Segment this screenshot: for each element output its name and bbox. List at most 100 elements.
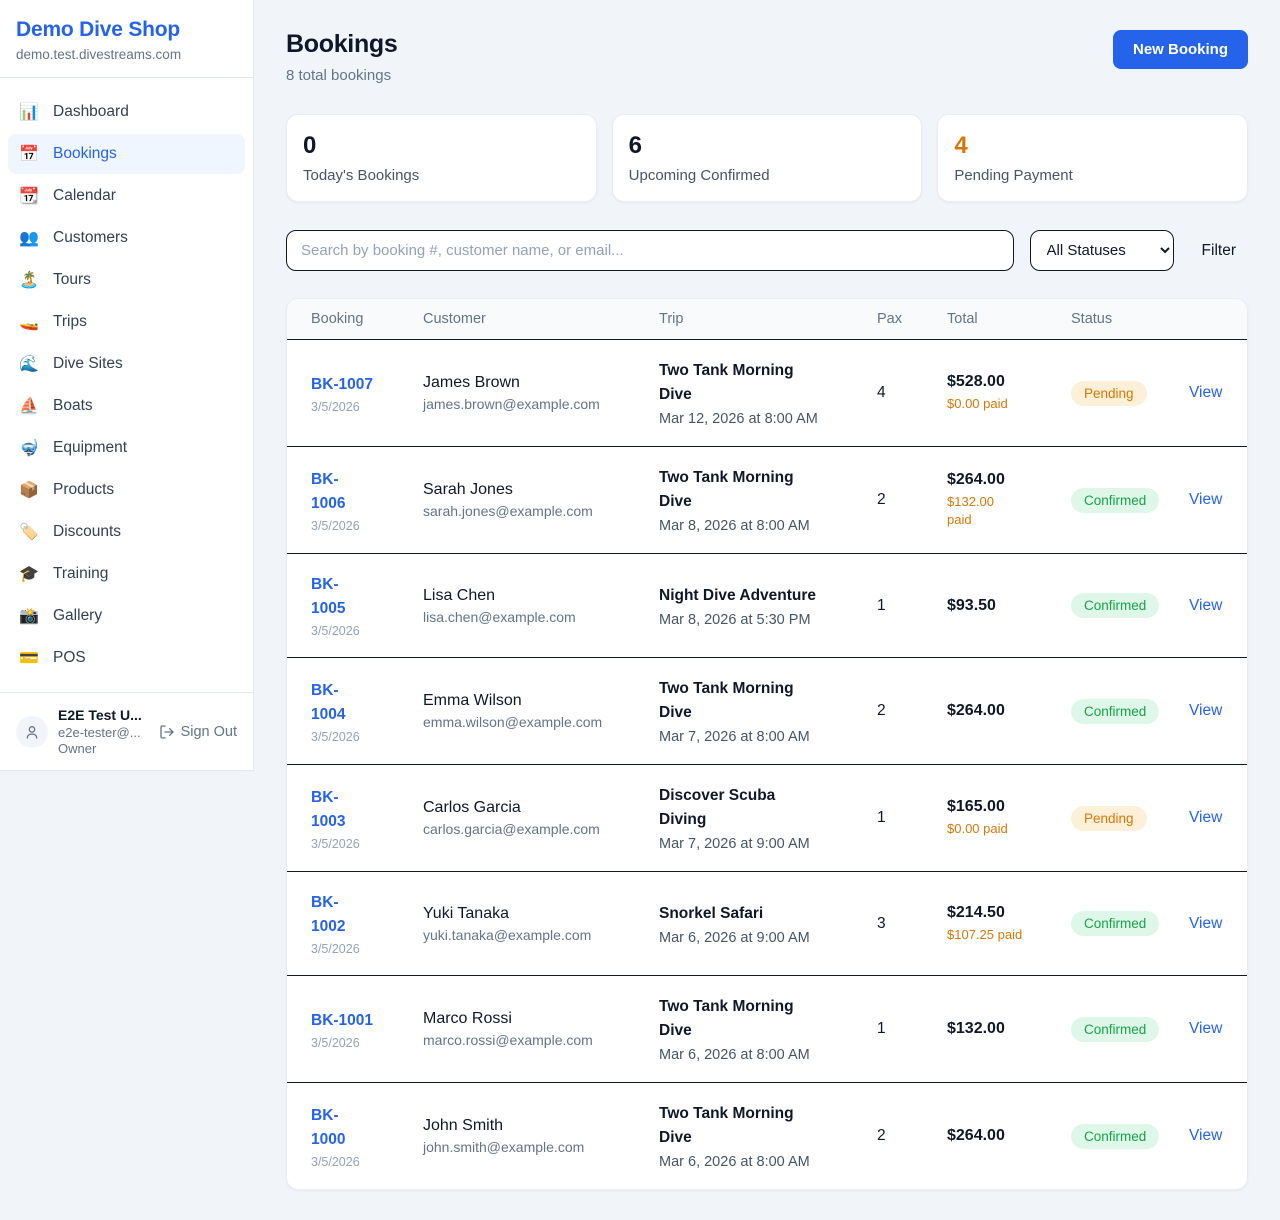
logout-icon (159, 724, 174, 739)
booking-date: 3/5/2026 (311, 1035, 360, 1050)
sign-out-button[interactable]: Sign Out (159, 724, 237, 740)
stat-value: 0 (303, 132, 317, 159)
trip-name: Two Tank Morning Dive (659, 1105, 794, 1147)
total-amount: $93.50 (947, 596, 996, 614)
stat-label: Pending Payment (954, 167, 1073, 184)
island-icon: 🏝️ (19, 272, 39, 289)
paid-amount: $107.25 paid (947, 926, 1023, 942)
bookings-table: Booking Customer Trip Pax Total Status B… (287, 299, 1247, 1189)
customer-name: Lisa Chen (423, 586, 496, 604)
trip-datetime: Mar 8, 2026 at 5:30 PM (659, 611, 811, 628)
trip-name: Night Dive Adventure (659, 586, 817, 604)
pax-count: 1 (877, 1020, 886, 1038)
sidebar-item-label: Gallery (53, 607, 103, 624)
view-booking-link[interactable]: View (1189, 596, 1223, 614)
customer-email: lisa.chen@example.com (423, 608, 576, 625)
page-subtitle: 8 total bookings (286, 67, 392, 84)
booking-number-link[interactable]: BK- 1003 (311, 788, 346, 830)
view-booking-link[interactable]: View (1189, 1127, 1223, 1145)
table-row: BK-1001 3/5/2026 Marco Rossi marco.rossi… (287, 975, 1247, 1084)
column-header-status: Status (1047, 299, 1165, 340)
total-amount: $132.00 (947, 1020, 1005, 1038)
trip-name: Snorkel Safari (659, 904, 764, 922)
trip-datetime: Mar 7, 2026 at 9:00 AM (659, 836, 810, 853)
sidebar-item-discounts[interactable]: 🏷️ Discounts (8, 512, 245, 552)
customer-email: john.smith@example.com (423, 1139, 585, 1156)
sidebar-item-bookings[interactable]: 📅 Bookings (8, 134, 245, 174)
booking-number-link[interactable]: BK-1007 (311, 375, 374, 393)
page-title: Bookings (286, 30, 398, 58)
filter-button[interactable]: Filter (1190, 242, 1248, 260)
status-badge: Confirmed (1071, 487, 1160, 513)
view-booking-link[interactable]: View (1189, 702, 1223, 720)
booking-number-link[interactable]: BK- 1004 (311, 681, 346, 723)
customer-name: Yuki Tanaka (423, 904, 509, 922)
view-booking-link[interactable]: View (1189, 1020, 1223, 1038)
sidebar-item-calendar[interactable]: 📆 Calendar (8, 176, 245, 216)
total-amount: $214.50 (947, 903, 1005, 921)
filter-controls: All Statuses Filter (286, 230, 1248, 271)
sidebar-item-label: Training (53, 565, 109, 582)
status-filter-select[interactable]: All Statuses (1029, 230, 1174, 271)
pax-count: 1 (877, 809, 886, 827)
stat-card-pending-payment: 4 Pending Payment (937, 114, 1248, 202)
column-header-trip: Trip (635, 299, 853, 340)
user-role: Owner (58, 741, 97, 756)
search-input[interactable] (286, 230, 1014, 271)
user-email: e2e-tester@... (58, 725, 141, 740)
sidebar-item-training[interactable]: 🎓 Training (8, 554, 245, 594)
customer-email: marco.rossi@example.com (423, 1032, 593, 1049)
view-booking-link[interactable]: View (1189, 384, 1223, 402)
booking-number-link[interactable]: BK- 1005 (311, 576, 346, 618)
booking-date: 3/5/2026 (311, 729, 360, 744)
sidebar-item-label: Boats (53, 397, 93, 414)
sidebar-item-label: Customers (53, 229, 128, 246)
total-amount: $264.00 (947, 702, 1005, 720)
column-header-customer: Customer (399, 299, 635, 340)
trip-datetime: Mar 12, 2026 at 8:00 AM (659, 411, 818, 428)
sidebar-item-products[interactable]: 📦 Products (8, 470, 245, 510)
sidebar-item-gallery[interactable]: 📸 Gallery (8, 596, 245, 636)
sidebar-item-pos[interactable]: 💳 POS (8, 638, 245, 678)
customer-email: emma.wilson@example.com (423, 714, 603, 731)
sidebar-item-boats[interactable]: ⛵ Boats (8, 386, 245, 426)
trip-datetime: Mar 6, 2026 at 8:00 AM (659, 1154, 810, 1171)
booking-number-link[interactable]: BK- 1006 (311, 470, 346, 512)
user-info: E2E Test U... e2e-tester@... Owner (58, 707, 149, 756)
total-amount: $528.00 (947, 372, 1005, 390)
sidebar-nav: 📊 Dashboard 📅 Bookings 📆 Calendar 👥 Cust… (0, 78, 253, 692)
customer-name: Sarah Jones (423, 481, 513, 499)
trip-datetime: Mar 6, 2026 at 9:00 AM (659, 929, 810, 946)
people-icon: 👥 (19, 230, 39, 247)
sidebar-item-dive-sites[interactable]: 🌊 Dive Sites (8, 344, 245, 384)
sidebar-item-label: Calendar (53, 187, 116, 204)
sidebar-item-equipment[interactable]: 🤿 Equipment (8, 428, 245, 468)
sidebar-item-label: Discounts (53, 523, 122, 540)
view-booking-link[interactable]: View (1189, 914, 1223, 932)
customer-email: sarah.jones@example.com (423, 503, 593, 520)
stat-label: Today's Bookings (303, 167, 420, 184)
view-booking-link[interactable]: View (1189, 809, 1223, 827)
trip-datetime: Mar 7, 2026 at 8:00 AM (659, 729, 810, 746)
sidebar-item-trips[interactable]: 🚤 Trips (8, 302, 245, 342)
sidebar-item-customers[interactable]: 👥 Customers (8, 218, 245, 258)
pax-count: 2 (877, 702, 886, 720)
booking-number-link[interactable]: BK-1001 (311, 1011, 374, 1029)
stat-card-upcoming-confirmed: 6 Upcoming Confirmed (611, 114, 923, 202)
booking-number-link[interactable]: BK- 1000 (311, 1106, 346, 1148)
total-amount: $264.00 (947, 1127, 1005, 1145)
customer-name: Emma Wilson (423, 692, 522, 710)
pax-count: 2 (877, 1127, 886, 1145)
sidebar-item-label: Dashboard (53, 103, 129, 120)
trip-name: Two Tank Morning Dive (659, 680, 794, 722)
table-row: BK- 1003 3/5/2026 Carlos Garcia carlos.g… (287, 764, 1247, 873)
customer-email: james.brown@example.com (423, 396, 600, 413)
new-booking-button[interactable]: New Booking (1112, 30, 1248, 69)
sidebar-item-label: POS (53, 649, 86, 666)
view-booking-link[interactable]: View (1189, 491, 1223, 509)
sidebar-item-dashboard[interactable]: 📊 Dashboard (8, 92, 245, 132)
booking-number-link[interactable]: BK- 1002 (311, 894, 346, 936)
sidebar-item-tours[interactable]: 🏝️ Tours (8, 260, 245, 300)
pax-count: 4 (877, 384, 886, 402)
